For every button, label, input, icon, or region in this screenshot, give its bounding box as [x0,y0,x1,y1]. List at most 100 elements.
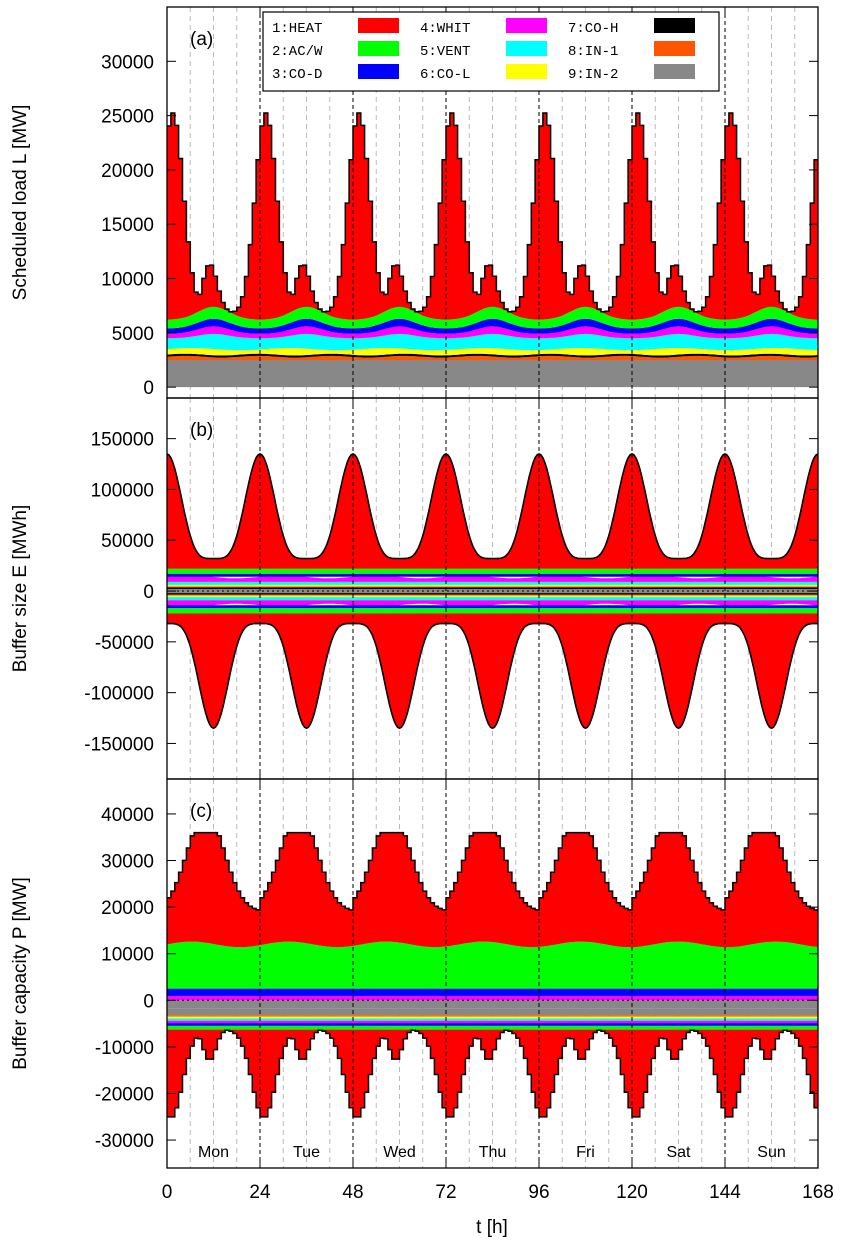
panel-frame [166,778,819,1169]
panel-tag: (c) [190,801,212,822]
x-axis-label: t [h] [476,1217,508,1238]
cap-low-co-d [167,1023,818,1026]
y-tick-label: -30000 [95,1131,154,1152]
day-label: Mon [198,1144,229,1161]
legend-swatch [358,18,399,33]
day-label: Sun [757,1144,785,1161]
upper-co-l [167,584,818,587]
cap-low-ac-w [167,1025,818,1030]
panel-a: 0 5000 10000 15000 20000 25000 30000 (a) Schedul… [10,6,819,399]
cap-ac-w [167,941,818,989]
legend-swatch [654,18,695,33]
legend-swatch [358,41,399,56]
cap-low-in-2 [167,1008,818,1016]
cap-co-d [167,988,818,997]
lower-vent [167,597,818,601]
cap-low-vent [167,1018,818,1021]
x-tick-label: 168 [802,1182,834,1203]
legend-label: 8:IN-1 [568,44,618,60]
y-tick-label: 30000 [101,852,154,873]
legend-label: 7:CO-H [568,21,618,37]
lower-in-1 [167,594,818,596]
x-tick-label: 72 [435,1182,456,1203]
lower-in-2 [167,591,818,594]
y-tick-label: -100000 [84,684,154,705]
y-tick-label: 0 [143,582,154,603]
upper-vent [167,581,818,585]
upper-ac-w [167,568,818,574]
lower-envelope [167,622,818,730]
y-tick-label: 10000 [101,270,154,291]
heat-outline [167,112,818,313]
lower-co-l [167,595,818,598]
upper-co-h [167,587,818,589]
y-tick-label: 100000 [91,480,154,501]
y-tick-label: -50000 [95,633,154,654]
lower-co-h [167,593,818,595]
legend-swatch [654,64,695,79]
cap-low-co-l [167,1016,818,1019]
y-tick-label: -150000 [84,734,154,755]
series-co-d [167,318,818,334]
y-tick-label: 50000 [101,531,154,552]
series-in-1 [167,355,818,360]
x-tick-label: 144 [709,1182,741,1203]
x-tick-label: 96 [528,1182,549,1203]
series-vent [167,333,818,351]
legend-label: 4:WHIT [420,21,470,37]
series-co-h [167,353,818,358]
cap-upper-outline [167,831,818,911]
legend-swatch [506,64,547,79]
cap-whit [167,996,818,1001]
y-tick-label: 5000 [112,324,154,345]
upper-in-1 [167,586,818,588]
legend-swatch [506,18,547,33]
legend-label: 1:HEAT [272,21,322,37]
y-tick-label: 150000 [91,430,154,451]
legend-swatch [654,41,695,56]
upper-heat [167,453,818,569]
day-label: Thu [479,1144,507,1161]
cap-in-2 [167,1000,818,1009]
upper-co-d [167,573,818,577]
y-axis-label: Scheduled load L [MW] [10,105,31,301]
x-tick-label: 24 [249,1182,271,1203]
y-tick-label: 0 [143,991,154,1012]
lower-ac-w [167,608,818,614]
series-co-l [167,348,818,356]
y-tick-label: 30000 [101,52,154,73]
upper-in-2 [167,589,818,591]
panel-tag: (b) [190,420,213,441]
x-tick-label: 48 [342,1182,363,1203]
lower-whit [167,600,818,607]
legend-label: 6:CO-L [420,67,470,83]
cap-low-in-1 [167,1015,818,1017]
legend: 1:HEAT 2:AC/W 3:CO-D 4:WHIT 5:VENT 6:CO-L 7:CO… [262,11,720,92]
panel-b: -150000 -100000 -50000 0 50000 100000 150000 (b… [10,397,819,780]
y-tick-label: 20000 [101,161,154,182]
series-ac-w [167,306,818,329]
x-tick-label: 0 [162,1182,173,1203]
day-label: Wed [383,1144,416,1161]
series-whit [167,326,818,339]
y-tick-label: 20000 [101,898,154,919]
legend-swatch [358,64,399,79]
y-tick-label: 10000 [101,945,154,966]
day-label: Tue [293,1144,320,1161]
chart-panels: 0 5000 10000 15000 20000 25000 30000 (a) Schedul… [10,6,834,1203]
cap-low-whit [167,1020,818,1024]
legend-label: 2:AC/W [272,44,323,60]
x-tick-label: 120 [616,1182,648,1203]
day-label: Sat [666,1144,691,1161]
upper-whit [167,575,818,582]
upper-envelope [166,452,819,560]
y-tick-label: 25000 [101,107,154,128]
y-tick-label: 0 [143,378,154,399]
cap-heat-upper [167,832,818,948]
y-tick-label: 40000 [101,805,154,826]
panel-tag: (a) [190,29,213,50]
y-tick-label: -20000 [95,1084,154,1105]
legend-swatch [506,41,547,56]
cap-lower-outline [167,1029,818,1118]
